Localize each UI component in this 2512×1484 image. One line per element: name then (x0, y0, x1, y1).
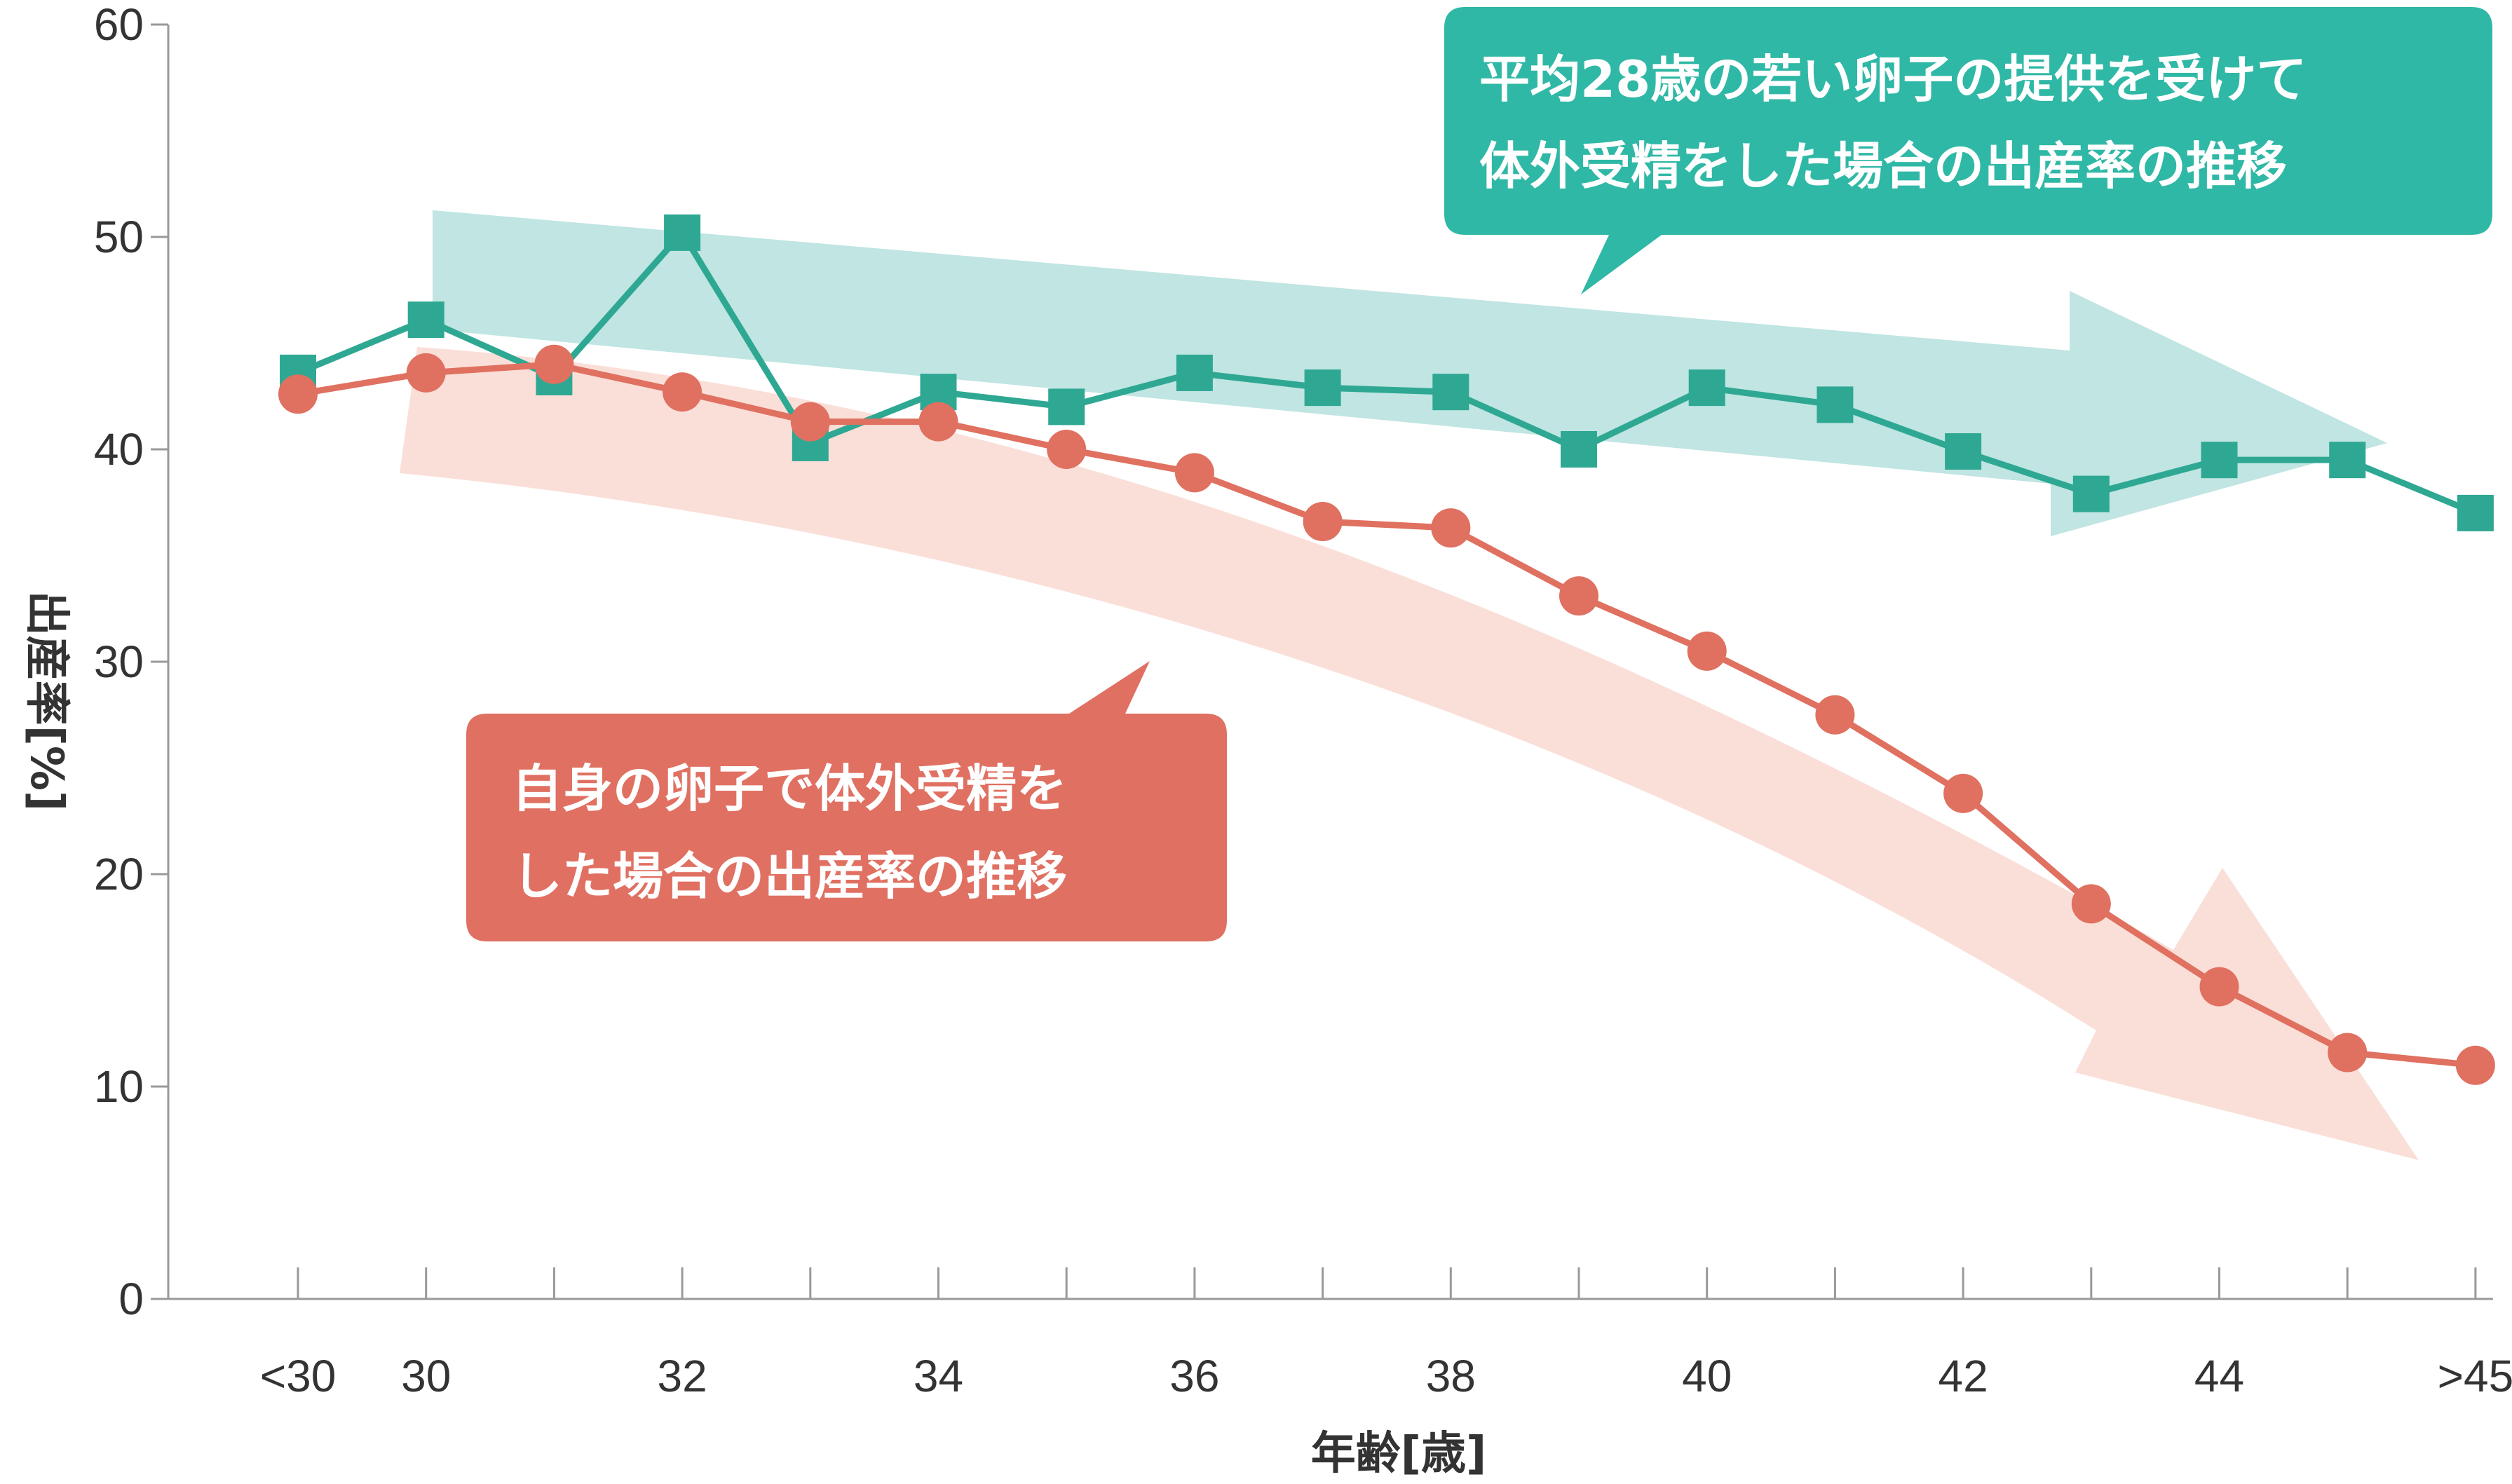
series-own-egg (278, 344, 2495, 1085)
data-point-circle (1174, 453, 1214, 493)
data-point-circle (1943, 773, 1983, 813)
data-point-square (1561, 431, 1597, 468)
y-tick-label: 40 (94, 424, 144, 475)
data-point-circle (790, 402, 830, 442)
data-point-square (1176, 354, 1213, 391)
callout-salmon-text-line1: 自身の卵子で体外受精を (512, 759, 1067, 818)
callout-teal: 平均28歳の若い卵子の提供を受けて 体外受精をした場合の出産率の推移 (1444, 7, 2492, 294)
callout-salmon-text-line2: した場合の出産率の推移 (512, 847, 1067, 906)
data-point-circle (2455, 1045, 2495, 1085)
x-tick-label: 38 (1426, 1351, 1476, 1401)
data-point-square (1048, 388, 1085, 426)
x-tick-label: 36 (1169, 1351, 1219, 1401)
salmon-trend-arrow (400, 347, 2419, 1160)
teal-trend-arrow (433, 210, 2387, 536)
series (278, 214, 2495, 1085)
data-point-square (2329, 442, 2366, 479)
data-point-circle (2199, 967, 2239, 1007)
data-point-circle (663, 372, 702, 412)
x-tick-label: <30 (260, 1351, 337, 1401)
callout-salmon-bubble (466, 661, 1227, 941)
data-point-circle (2071, 884, 2111, 924)
callout-salmon: 自身の卵子で体外受精を した場合の出産率の推移 (466, 661, 1227, 941)
callout-teal-text-line2: 体外受精をした場合の出産率の推移 (1479, 137, 2287, 196)
x-axis-title: 年齢[歳] (1311, 1428, 1487, 1480)
y-tick-label: 60 (94, 0, 144, 50)
series-line (297, 361, 2476, 1069)
y-tick-label: 10 (94, 1061, 144, 1112)
y-tick-label: 0 (118, 1274, 144, 1324)
data-point-square (1945, 433, 1982, 470)
x-tick-label: 44 (2194, 1351, 2244, 1401)
callout-teal-bubble (1444, 7, 2492, 294)
x-tick-label: 34 (914, 1351, 963, 1401)
callout-teal-text-line1: 平均28歳の若い卵子の提供を受けて (1479, 50, 2307, 109)
x-tick-label: 42 (1939, 1351, 1988, 1401)
data-point-square (2201, 442, 2238, 479)
x-tick-label: 40 (1682, 1351, 1732, 1401)
data-point-circle (406, 353, 446, 393)
data-point-square (1304, 369, 1341, 407)
data-point-circle (1047, 430, 1087, 469)
y-axis-title: 出産率[%] (20, 591, 72, 812)
y-tick-label: 30 (94, 637, 144, 687)
data-point-square (1432, 374, 1469, 411)
data-point-square (407, 301, 444, 339)
trend-arrows (400, 210, 2419, 1160)
axes: 0 10 20 30 40 50 60 <30 30 32 34 36 38 40 42 44 >45 年齢[歳]… (20, 0, 2512, 1480)
x-tick-label: 30 (401, 1351, 451, 1401)
data-point-circle (1431, 508, 1471, 548)
data-point-circle (1815, 695, 1855, 735)
data-point-circle (534, 344, 574, 384)
data-point-circle (918, 402, 958, 442)
series-line (297, 229, 2477, 517)
y-tick-label: 20 (94, 849, 144, 899)
x-tick-label: 32 (658, 1351, 707, 1401)
data-point-square (2457, 494, 2494, 531)
data-point-square (1688, 369, 1725, 407)
x-tick-label: >45 (2438, 1351, 2512, 1401)
data-point-square (2072, 475, 2110, 512)
y-tick-label: 50 (94, 212, 144, 262)
data-point-circle (2328, 1033, 2368, 1073)
data-point-square (664, 214, 701, 251)
data-point-circle (1559, 576, 1598, 616)
data-point-square (1817, 386, 1854, 423)
data-point-circle (278, 374, 318, 414)
data-point-circle (1303, 502, 1343, 542)
data-point-circle (1687, 631, 1727, 671)
